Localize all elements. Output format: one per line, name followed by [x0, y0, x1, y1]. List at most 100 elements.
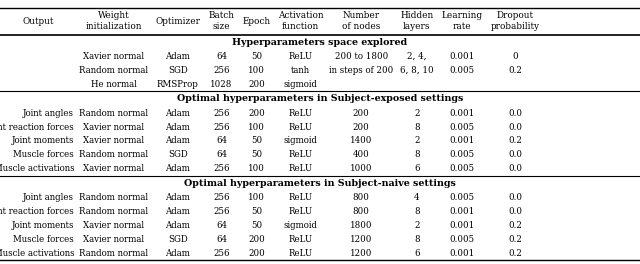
Text: Random normal: Random normal — [79, 249, 148, 258]
Text: Adam: Adam — [166, 122, 190, 131]
Text: 50: 50 — [251, 136, 262, 145]
Text: He normal: He normal — [91, 80, 137, 89]
Text: 50: 50 — [251, 221, 262, 230]
Text: Learning: Learning — [441, 11, 483, 20]
Text: 1000: 1000 — [350, 164, 372, 173]
Text: ReLU: ReLU — [289, 235, 312, 244]
Text: 0.0: 0.0 — [508, 150, 522, 159]
Text: 2: 2 — [414, 221, 420, 230]
Text: 64: 64 — [216, 221, 227, 230]
Text: 0.001: 0.001 — [449, 221, 474, 230]
Text: Epoch: Epoch — [243, 17, 271, 26]
Text: Muscle forces: Muscle forces — [13, 150, 74, 159]
Text: sigmoid: sigmoid — [284, 136, 317, 145]
Text: 0.005: 0.005 — [449, 122, 474, 131]
Text: 200: 200 — [353, 109, 370, 118]
Text: 100: 100 — [248, 164, 265, 173]
Text: Adam: Adam — [166, 207, 190, 216]
Text: ReLU: ReLU — [289, 109, 312, 118]
Text: ReLU: ReLU — [289, 207, 312, 216]
Text: Xavier normal: Xavier normal — [83, 164, 145, 173]
Text: Adam: Adam — [166, 249, 190, 258]
Text: Muscle forces: Muscle forces — [13, 235, 74, 244]
Text: SGD: SGD — [168, 66, 188, 75]
Text: 6, 8, 10: 6, 8, 10 — [400, 66, 434, 75]
Text: Random normal: Random normal — [79, 193, 148, 202]
Text: 0.001: 0.001 — [449, 207, 474, 216]
Text: Xavier normal: Xavier normal — [83, 122, 145, 131]
Text: Joint angles: Joint angles — [23, 193, 74, 202]
Text: 2: 2 — [414, 136, 420, 145]
Text: of nodes: of nodes — [342, 22, 380, 31]
Text: 8: 8 — [414, 235, 420, 244]
Text: ReLU: ReLU — [289, 164, 312, 173]
Text: 8: 8 — [414, 122, 420, 131]
Text: Number: Number — [342, 11, 380, 20]
Text: 200 to 1800: 200 to 1800 — [335, 52, 388, 61]
Text: 0.0: 0.0 — [508, 122, 522, 131]
Text: 8: 8 — [414, 207, 420, 216]
Text: Joint moments: Joint moments — [12, 136, 74, 145]
Text: in steps of 200: in steps of 200 — [329, 66, 394, 75]
Text: SGD: SGD — [168, 150, 188, 159]
Text: 0.2: 0.2 — [508, 235, 522, 244]
Text: 1028: 1028 — [211, 80, 232, 89]
Text: 0.2: 0.2 — [508, 136, 522, 145]
Text: 800: 800 — [353, 193, 370, 202]
Text: Joint moments: Joint moments — [12, 221, 74, 230]
Text: Adam: Adam — [166, 164, 190, 173]
Text: Optimizer: Optimizer — [156, 17, 200, 26]
Text: 0.005: 0.005 — [449, 193, 474, 202]
Text: Joint reaction forces: Joint reaction forces — [0, 207, 74, 216]
Text: 6: 6 — [414, 249, 420, 258]
Text: sigmoid: sigmoid — [284, 221, 317, 230]
Text: 64: 64 — [216, 150, 227, 159]
Text: Xavier normal: Xavier normal — [83, 52, 145, 61]
Text: 0.005: 0.005 — [449, 150, 474, 159]
Text: 0.005: 0.005 — [449, 164, 474, 173]
Text: 0.2: 0.2 — [508, 66, 522, 75]
Text: RMSProp: RMSProp — [157, 80, 199, 89]
Text: Dropout: Dropout — [497, 11, 534, 20]
Text: 200: 200 — [248, 109, 265, 118]
Text: 0.0: 0.0 — [508, 193, 522, 202]
Text: 100: 100 — [248, 66, 265, 75]
Text: ReLU: ReLU — [289, 122, 312, 131]
Text: 100: 100 — [248, 193, 265, 202]
Text: 256: 256 — [213, 207, 230, 216]
Text: 400: 400 — [353, 150, 370, 159]
Text: Adam: Adam — [166, 193, 190, 202]
Text: 200: 200 — [248, 235, 265, 244]
Text: Adam: Adam — [166, 52, 190, 61]
Text: 256: 256 — [213, 249, 230, 258]
Text: Xavier normal: Xavier normal — [83, 221, 145, 230]
Text: 800: 800 — [353, 207, 370, 216]
Text: sigmoid: sigmoid — [284, 80, 317, 89]
Text: ReLU: ReLU — [289, 249, 312, 258]
Text: probability: probability — [491, 22, 540, 31]
Text: 4: 4 — [414, 193, 420, 202]
Text: Hyperparameters space explored: Hyperparameters space explored — [232, 37, 408, 46]
Text: ReLU: ReLU — [289, 52, 312, 61]
Text: 256: 256 — [213, 122, 230, 131]
Text: size: size — [212, 22, 230, 31]
Text: 0: 0 — [513, 52, 518, 61]
Text: 50: 50 — [251, 150, 262, 159]
Text: 200: 200 — [248, 80, 265, 89]
Text: 6: 6 — [414, 164, 420, 173]
Text: Joint angles: Joint angles — [23, 109, 74, 118]
Text: SGD: SGD — [168, 235, 188, 244]
Text: Joint reaction forces: Joint reaction forces — [0, 122, 74, 131]
Text: 256: 256 — [213, 66, 230, 75]
Text: 50: 50 — [251, 52, 262, 61]
Text: 0.0: 0.0 — [508, 164, 522, 173]
Text: 0.001: 0.001 — [449, 249, 474, 258]
Text: layers: layers — [403, 22, 431, 31]
Text: Adam: Adam — [166, 109, 190, 118]
Text: Weight: Weight — [98, 11, 130, 20]
Text: 200: 200 — [353, 122, 370, 131]
Text: Batch: Batch — [209, 11, 234, 20]
Text: 64: 64 — [216, 136, 227, 145]
Text: 1200: 1200 — [350, 249, 372, 258]
Text: 0.0: 0.0 — [508, 207, 522, 216]
